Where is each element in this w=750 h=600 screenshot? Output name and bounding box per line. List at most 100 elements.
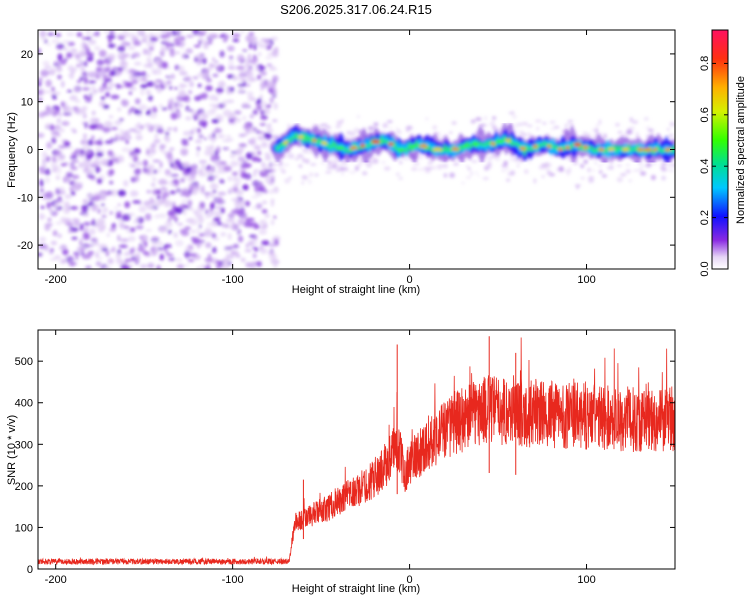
noise-blob bbox=[211, 138, 215, 143]
noise-blob bbox=[92, 140, 100, 145]
noise-blob bbox=[221, 223, 226, 228]
noise-blob bbox=[239, 200, 247, 207]
noise-blob bbox=[134, 108, 138, 115]
noise-blob bbox=[99, 196, 106, 201]
noise-blob bbox=[273, 186, 279, 194]
noise-blob bbox=[171, 201, 176, 208]
noise-blob bbox=[265, 56, 273, 60]
noise-blob bbox=[465, 164, 470, 169]
noise-blob bbox=[174, 206, 184, 214]
noise-blob bbox=[240, 31, 245, 34]
noise-blob bbox=[118, 136, 128, 141]
noise-blob bbox=[108, 169, 115, 176]
noise-blob bbox=[156, 127, 164, 134]
noise-blob bbox=[629, 117, 633, 122]
noise-blob bbox=[550, 127, 556, 131]
noise-blob bbox=[212, 210, 222, 216]
noise-blob bbox=[151, 67, 157, 74]
noise-blob bbox=[162, 144, 166, 148]
noise-blob bbox=[242, 184, 249, 191]
noise-blob bbox=[52, 158, 57, 163]
noise-blob bbox=[122, 30, 129, 38]
noise-blob bbox=[173, 126, 178, 132]
noise-blob bbox=[146, 147, 150, 151]
noise-blob bbox=[354, 165, 359, 172]
noise-blob bbox=[86, 251, 93, 258]
noise-blob bbox=[124, 201, 131, 209]
noise-blob bbox=[542, 122, 547, 125]
noise-blob bbox=[244, 58, 249, 61]
noise-blob bbox=[103, 79, 109, 83]
noise-blob bbox=[170, 112, 178, 120]
noise-blob bbox=[169, 97, 175, 102]
noise-blob bbox=[272, 119, 278, 122]
ridge-hotspot bbox=[473, 142, 478, 147]
noise-blob bbox=[191, 181, 199, 187]
noise-blob bbox=[53, 255, 62, 260]
noise-blob bbox=[645, 134, 649, 138]
noise-blob bbox=[237, 235, 244, 243]
noise-blob bbox=[135, 134, 143, 141]
noise-blob bbox=[301, 181, 305, 185]
noise-blob bbox=[188, 177, 193, 182]
noise-blob bbox=[435, 132, 441, 135]
noise-blob bbox=[598, 170, 603, 174]
noise-blob bbox=[566, 157, 571, 161]
noise-blob bbox=[76, 59, 82, 63]
noise-blob bbox=[111, 246, 116, 253]
noise-blob bbox=[102, 127, 111, 132]
noise-blob bbox=[177, 103, 184, 108]
noise-blob bbox=[214, 128, 223, 134]
noise-blob bbox=[299, 164, 303, 168]
noise-blob bbox=[131, 52, 141, 58]
noise-blob bbox=[336, 120, 343, 126]
noise-blob bbox=[489, 121, 495, 127]
noise-blob bbox=[231, 176, 240, 183]
noise-blob bbox=[84, 150, 92, 155]
noise-blob bbox=[170, 173, 179, 177]
noise-blob bbox=[341, 161, 345, 165]
noise-blob bbox=[639, 166, 643, 172]
noise-blob bbox=[244, 83, 251, 87]
noise-blob bbox=[140, 234, 148, 242]
noise-blob bbox=[509, 157, 515, 162]
noise-blob bbox=[271, 86, 276, 89]
noise-blob bbox=[527, 158, 532, 164]
noise-blob bbox=[439, 134, 443, 140]
noise-blob bbox=[91, 135, 95, 141]
noise-blob bbox=[336, 165, 343, 168]
noise-blob bbox=[362, 171, 368, 176]
noise-blob bbox=[134, 130, 142, 134]
noise-blob bbox=[217, 65, 221, 70]
noise-blob bbox=[70, 128, 76, 132]
noise-blob bbox=[121, 147, 130, 153]
noise-blob bbox=[238, 168, 247, 173]
noise-blob bbox=[71, 160, 79, 163]
noise-blob bbox=[58, 145, 67, 149]
colorbar-label: Normalized spectral amplitude bbox=[735, 76, 747, 224]
noise-blob bbox=[46, 141, 52, 146]
noise-blob bbox=[152, 81, 158, 87]
snr-xtick-label: -200 bbox=[45, 574, 67, 586]
noise-blob bbox=[252, 180, 260, 187]
noise-blob bbox=[236, 65, 245, 71]
noise-blob bbox=[253, 108, 258, 112]
ridge-hotspot bbox=[411, 144, 417, 148]
noise-blob bbox=[593, 133, 596, 139]
noise-blob bbox=[181, 199, 188, 204]
ridge-hotspot bbox=[582, 145, 589, 149]
noise-blob bbox=[517, 122, 523, 126]
noise-blob bbox=[168, 103, 172, 111]
noise-blob bbox=[103, 266, 112, 269]
noise-blob bbox=[194, 139, 203, 144]
colorbar-ticks: 0.0 0.2 0.4 0.6 0.8 bbox=[699, 56, 728, 277]
noise-blob bbox=[209, 182, 218, 190]
noise-blob bbox=[266, 173, 276, 181]
noise-blob bbox=[38, 132, 45, 139]
noise-blob bbox=[210, 108, 217, 113]
noise-blob bbox=[260, 38, 267, 42]
noise-blob bbox=[258, 66, 267, 70]
noise-blob bbox=[631, 120, 639, 124]
noise-blob bbox=[80, 250, 85, 257]
